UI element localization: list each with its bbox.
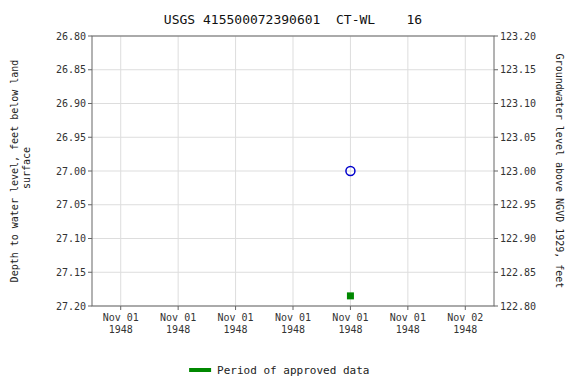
y2-tick (494, 69, 498, 70)
text-line: 1948 (224, 324, 248, 335)
x-grid-line (465, 36, 466, 306)
y-tick (88, 171, 92, 172)
chart-container: 26.80 26.85 26.90 26.95 27.00 27.05 27.10 27.15… (0, 0, 576, 384)
y2-tick-label: 122.80 (500, 301, 536, 312)
text-line: Depth to water level, feet below land (9, 60, 20, 283)
y-tick (88, 272, 92, 273)
x-tick (407, 306, 408, 310)
y2-tick-label: 122.95 (500, 199, 536, 210)
x-grid-line (178, 36, 179, 306)
x-grid-line (120, 36, 121, 306)
x-tick-label: Nov 011948 (103, 312, 139, 335)
x-tick-label: Nov 011948 (218, 312, 254, 335)
y2-tick (494, 137, 498, 138)
text-line: Nov 01 (218, 312, 254, 323)
x-grid-line (293, 36, 294, 306)
legend-swatch (189, 368, 211, 372)
y2-tick (494, 204, 498, 205)
y2-tick (494, 171, 498, 172)
chart-svg: 26.80 26.85 26.90 26.95 27.00 27.05 27.10 27.15… (0, 0, 576, 384)
x-tick (120, 306, 121, 310)
legend: Period of approved data (189, 364, 369, 377)
page: {"chart_data": { "type": "scatter", "tit… (0, 0, 576, 384)
text-line: 1948 (396, 324, 420, 335)
y-tick-label: 26.90 (56, 98, 86, 109)
y-tick-label: 27.05 (56, 199, 86, 210)
text-line: Groundwater level above NGVD 1929, feet (554, 54, 565, 289)
y2-tick-label: 123.05 (500, 132, 536, 143)
y2-label-group: Groundwater level above NGVD 1929, feet (554, 54, 565, 289)
y-tick (88, 36, 92, 37)
x-tick (235, 306, 236, 310)
text-line: Nov 01 (332, 312, 368, 323)
text-line: Nov 01 (160, 312, 196, 323)
text-line: Nov 01 (103, 312, 139, 323)
text-line: surface (21, 147, 32, 195)
x-grid-line (407, 36, 408, 306)
y-tick-label: 26.80 (56, 31, 86, 42)
y2-tick (494, 306, 498, 307)
y-tick (88, 238, 92, 239)
y-tick-label: 27.20 (56, 301, 86, 312)
y2-tick-label: 122.85 (500, 267, 536, 278)
y-tick-label: 27.15 (56, 267, 86, 278)
text-line: 1948 (109, 324, 133, 335)
x-tick-label: Nov 011948 (160, 312, 196, 335)
y2-tick-label: 123.15 (500, 64, 536, 75)
x-tick (465, 306, 466, 310)
marks (346, 167, 355, 300)
x-tick (178, 306, 179, 310)
y2-tick-label: 122.90 (500, 233, 536, 244)
background (0, 0, 576, 384)
legend-label: Period of approved data (217, 364, 369, 377)
y2-axis-label: Groundwater level above NGVD 1929, feet (554, 54, 565, 289)
text-line: 1948 (453, 324, 477, 335)
circle-point (346, 167, 355, 176)
text-line: 1948 (338, 324, 362, 335)
title: USGS 415500072390601 CT-WL 16 (164, 12, 422, 27)
y-tick (88, 69, 92, 70)
y2-tick (494, 238, 498, 239)
y-tick-label: 27.10 (56, 233, 86, 244)
x-tick-label: Nov 011948 (332, 312, 368, 335)
y-tick-label: 26.85 (56, 64, 86, 75)
text-line: Nov 02 (447, 312, 483, 323)
y2-tick-label: 123.00 (500, 166, 536, 177)
series (347, 292, 354, 299)
axes: 26.80 26.85 26.90 26.95 27.00 27.05 27.10 27.15… (56, 31, 536, 336)
x-tick (293, 306, 294, 310)
plot-frame (92, 36, 494, 306)
y2-tick (494, 272, 498, 273)
text-line: 1948 (166, 324, 190, 335)
x-grid-line (235, 36, 236, 306)
y-tick (88, 306, 92, 307)
text-line: Nov 01 (390, 312, 426, 323)
x-tick-label: Nov 011948 (390, 312, 426, 335)
x-tick (350, 306, 351, 310)
y2-tick (494, 36, 498, 37)
y-tick (88, 137, 92, 138)
y2-tick-label: 123.10 (500, 98, 536, 109)
y2-tick (494, 103, 498, 104)
x-grid-line (350, 36, 351, 306)
x-tick-label: Nov 021948 (447, 312, 483, 335)
series (346, 167, 355, 176)
y-tick-label: 27.00 (56, 166, 86, 177)
square-point (347, 292, 354, 299)
y-tick (88, 103, 92, 104)
x-tick-label: Nov 011948 (275, 312, 311, 335)
text-line: Nov 01 (275, 312, 311, 323)
y-label-group: Depth to water level, feet below land su… (9, 60, 32, 283)
y-tick-label: 26.95 (56, 132, 86, 143)
grid (92, 36, 494, 306)
y2-tick-label: 123.20 (500, 31, 536, 42)
y-tick (88, 204, 92, 205)
text-line: 1948 (281, 324, 305, 335)
y-axis-label: Depth to water level, feet below land su… (9, 60, 32, 283)
